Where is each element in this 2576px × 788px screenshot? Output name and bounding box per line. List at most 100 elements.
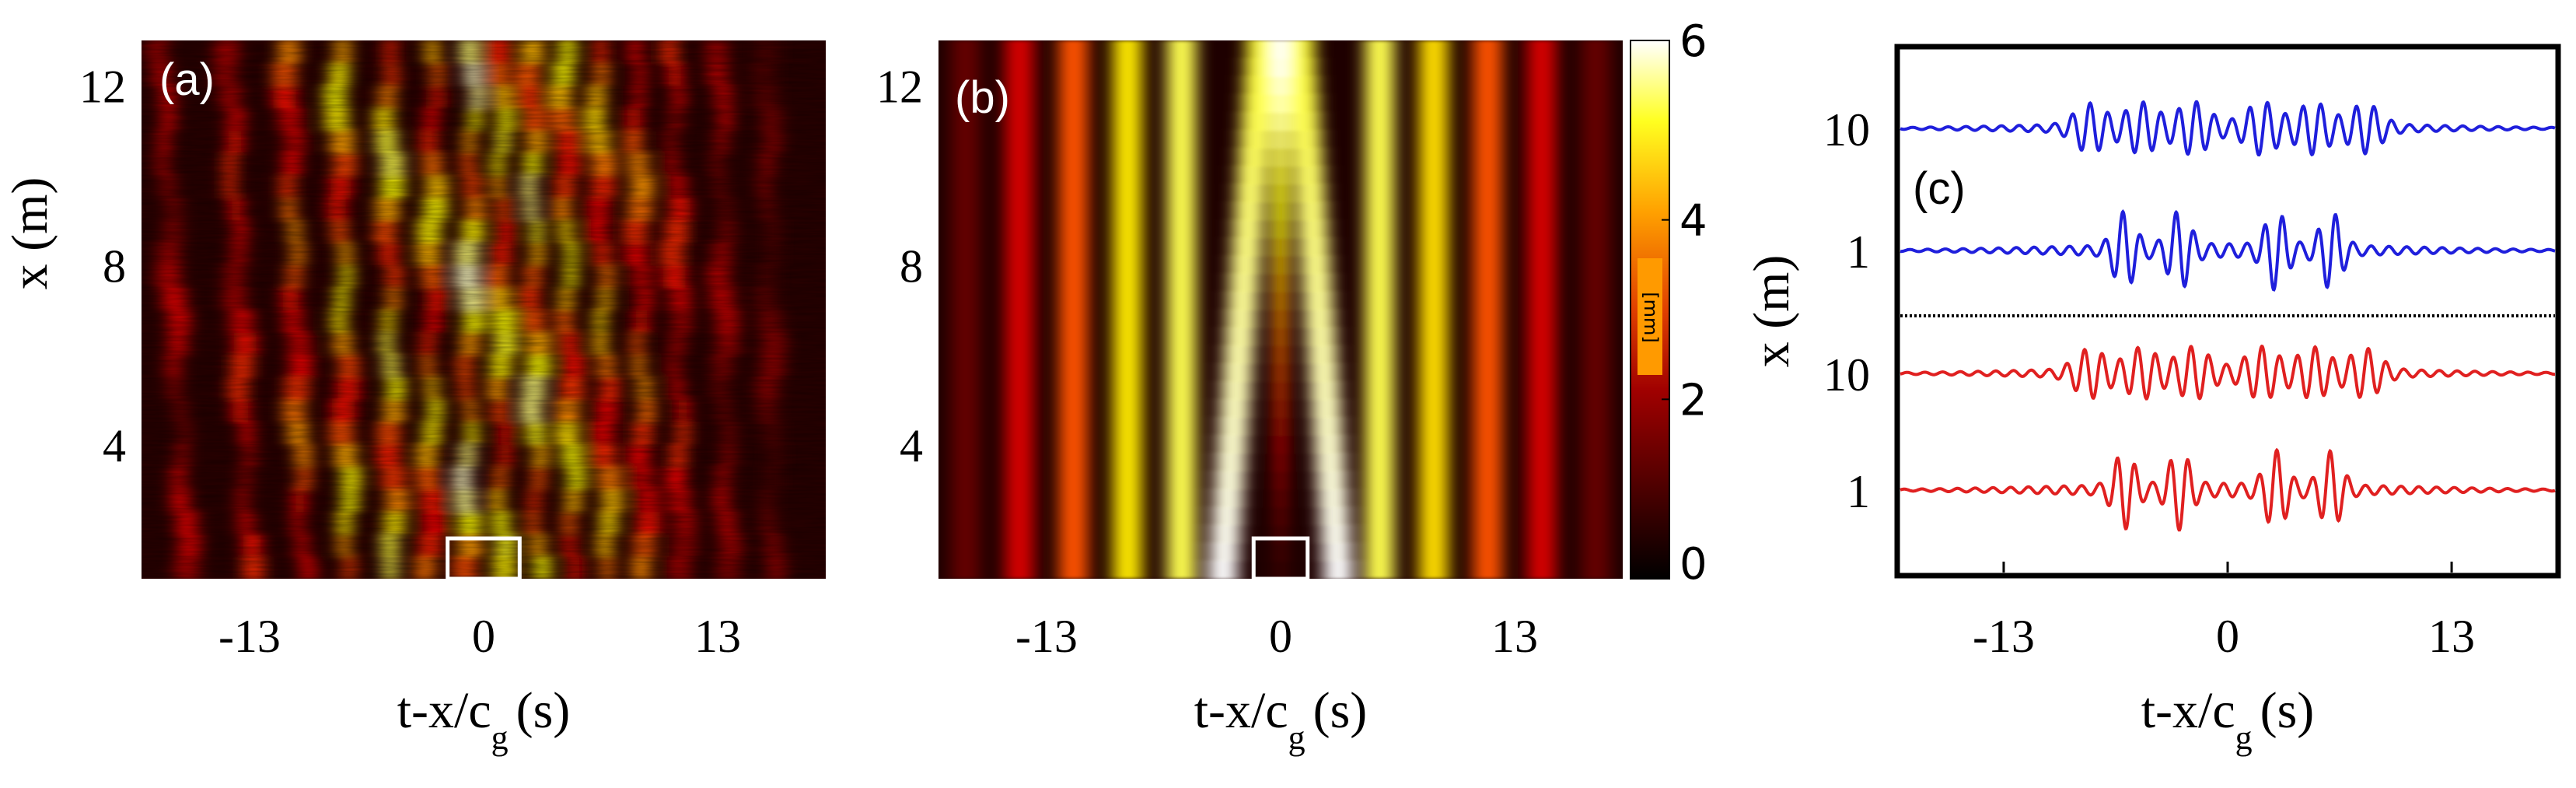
heat-ridge (1275, 345, 1286, 365)
heat-ridge (1233, 219, 1263, 239)
heat-ridge (1289, 93, 1319, 114)
heat-ridge (1005, 40, 1034, 579)
y-tick-label: 8 (103, 240, 126, 292)
wave-trace (1900, 447, 2556, 532)
heat-ridge (1216, 452, 1246, 472)
heat-ridge (1274, 254, 1288, 275)
heat-ridge (1167, 40, 1197, 579)
x-tick-label: -13 (1015, 611, 1078, 662)
heat-ridge (1278, 559, 1283, 579)
panel-a-x-axis-label: t-x/cg (s) (397, 682, 571, 757)
y-tick-label: 10 (1823, 349, 1870, 401)
heat-ridge (1278, 524, 1284, 544)
panel-a-texture (142, 40, 826, 579)
panel-b: (b) -13 0 13 4 8 12 t-x/cg (s) 0 2 4 6 [mm] (876, 16, 1707, 757)
panel-a-x-ticks: -13 0 13 (218, 611, 741, 662)
heat-ridge (1218, 416, 1249, 436)
x-tick-label: -13 (1973, 611, 2035, 662)
heat-ridge (1323, 559, 1353, 579)
heat-ridge (1220, 398, 1250, 419)
x-tick-label: 0 (2216, 611, 2239, 662)
heat-ridge (1274, 290, 1288, 310)
heat-ridge (1278, 488, 1284, 508)
heat-ridge (1278, 541, 1283, 562)
colorbar-tick-label: 4 (1679, 196, 1707, 247)
heat-ridge (1224, 345, 1253, 365)
heat-ridge (1271, 75, 1291, 96)
heat-ridge (1273, 219, 1288, 239)
heat-ridge (1059, 40, 1089, 579)
heat-ridge (1211, 524, 1240, 544)
y-tick-label: 1 (1847, 226, 1870, 278)
heat-ridge (1245, 58, 1274, 78)
heat-ridge (1321, 524, 1351, 544)
colorbar-tick-label: 2 (1679, 375, 1707, 426)
panel-b-label: (b) (955, 72, 1010, 123)
heat-ridge (1298, 219, 1328, 239)
heat-ridge (1271, 129, 1290, 149)
y-tick-label: 4 (103, 420, 126, 471)
panel-c-y-ticks: 10 1 10 1 (1823, 104, 1870, 517)
heat-ridge (1322, 541, 1351, 562)
colorbar-unit: [mm] (1640, 292, 1662, 342)
heat-ridge (1581, 40, 1610, 579)
panel-a-highlight-box (446, 536, 522, 581)
colorbar-tick-label: 0 (1679, 539, 1707, 590)
heat-ridge (1212, 506, 1242, 526)
heat-ridge (1237, 165, 1267, 185)
x-tick-label: 0 (1269, 611, 1292, 662)
heat-ridge (1295, 165, 1324, 185)
heat-ridge (1319, 506, 1349, 526)
panel-c-x-ticks: -13 0 13 (1973, 562, 2475, 662)
heat-ridge (1288, 75, 1317, 96)
heat-ridge (1271, 93, 1291, 114)
heat-ridge (1317, 470, 1347, 490)
heat-ridge (1271, 147, 1290, 167)
heat-ridge (1473, 40, 1502, 579)
heat-ridge (1231, 254, 1260, 275)
heat-ridge (1306, 327, 1336, 347)
heat-ridge (1318, 488, 1347, 508)
y-tick-label: 12 (876, 61, 923, 113)
heat-ridge (1244, 75, 1274, 96)
heat-ridge (1208, 559, 1238, 579)
heat-ridge (1215, 470, 1244, 490)
heat-ridge (1239, 147, 1268, 167)
panel-c-label: (c) (1913, 163, 1966, 214)
heat-ridge (1241, 111, 1271, 131)
heat-ridge (1275, 362, 1286, 383)
y-tick-label: 1 (1847, 466, 1870, 517)
panel-c-waves (1900, 100, 2556, 532)
x-tick-label: 13 (1491, 611, 1538, 662)
heat-ridge (1305, 309, 1334, 329)
wave-trace (1900, 209, 2556, 292)
panel-c: (c) -13 0 13 10 1 10 1 x (m) t-x/cg (s) (1743, 44, 2561, 757)
x-tick-label: -13 (218, 611, 281, 662)
panel-b-heatmap (951, 40, 1610, 579)
x-tick-label: 0 (472, 611, 495, 662)
panel-a: (a) -13 0 13 4 8 12 x (m) t-x/cg (s) (2, 40, 826, 757)
heat-ridge (1240, 129, 1270, 149)
wave-trace (1900, 345, 2555, 401)
colorbar-ticks: 0 2 4 6 (1662, 16, 1707, 590)
heat-ridge (1236, 183, 1266, 203)
heat-ridge (1312, 416, 1343, 436)
heat-ridge (1295, 183, 1325, 203)
heat-ridge (1365, 40, 1394, 579)
heat-ridge (1272, 165, 1289, 185)
colorbar-unit-backdrop (1638, 258, 1662, 375)
panel-b-x-ticks: -13 0 13 (1015, 611, 1538, 662)
heat-ridge (1273, 236, 1288, 257)
heat-ridge (1276, 416, 1285, 436)
heat-ridge (1300, 236, 1330, 257)
colorbar-tick-label: 6 (1679, 16, 1707, 67)
heat-ridge (1527, 40, 1557, 579)
heat-ridge (1301, 254, 1330, 275)
heat-ridge (1214, 488, 1243, 508)
panel-b-y-ticks: 4 8 12 (876, 61, 923, 471)
heat-ridge (1218, 434, 1247, 454)
y-tick-label: 4 (900, 420, 923, 471)
heat-ridge (1316, 452, 1345, 472)
heat-ridge (1277, 452, 1285, 472)
